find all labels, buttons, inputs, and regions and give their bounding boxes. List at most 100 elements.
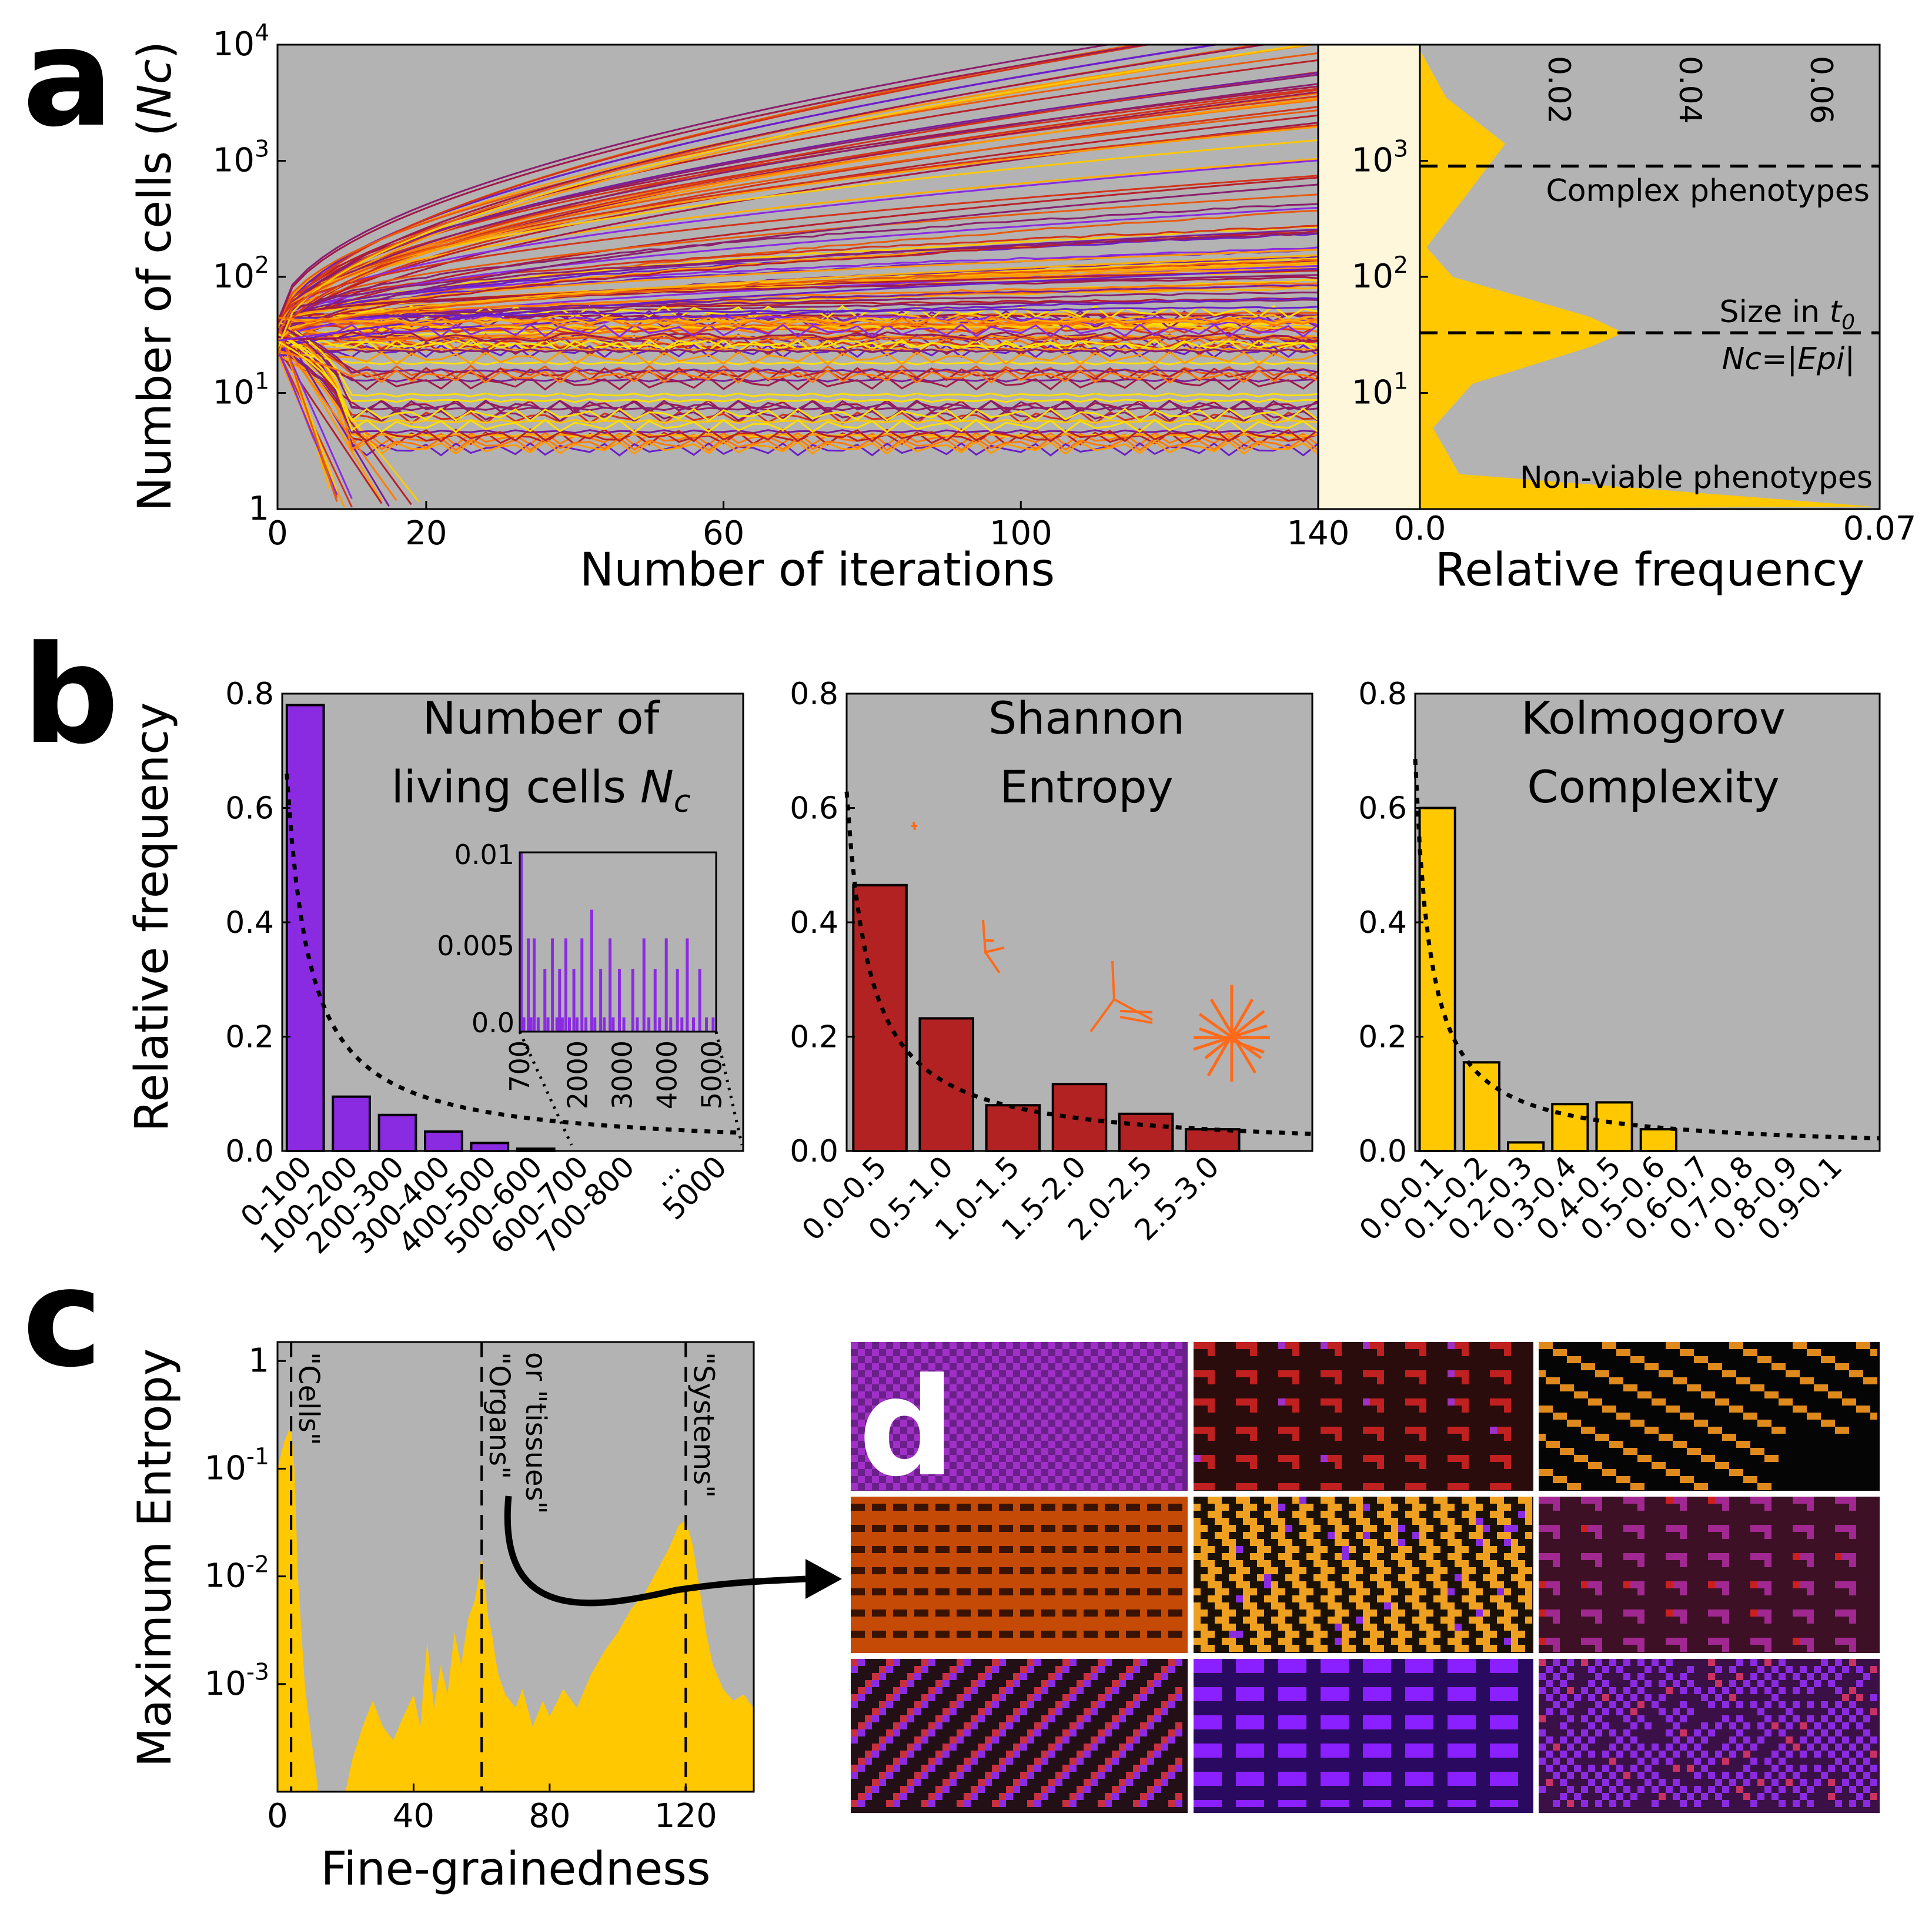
trajectory-line bbox=[278, 183, 1318, 353]
tile-cell bbox=[1490, 1751, 1497, 1758]
tile-cell bbox=[1849, 1398, 1856, 1406]
tile-cell bbox=[942, 1391, 950, 1398]
tile-cell bbox=[1595, 1715, 1602, 1722]
tile-cell bbox=[1299, 1511, 1306, 1518]
tile-cell bbox=[1807, 1377, 1814, 1384]
tile-cell bbox=[1069, 1504, 1077, 1511]
tile-cell bbox=[1006, 1722, 1013, 1729]
tile-cell bbox=[893, 1370, 900, 1377]
tile-cell bbox=[1800, 1793, 1807, 1800]
tile-cell bbox=[1243, 1511, 1250, 1518]
tile-cell bbox=[1034, 1342, 1041, 1349]
tile-cell bbox=[1497, 1772, 1504, 1779]
tile-cell bbox=[1175, 1384, 1182, 1391]
tile-cell bbox=[1328, 1659, 1335, 1666]
tile-cell bbox=[1630, 1420, 1637, 1427]
tile-cell bbox=[1539, 1744, 1546, 1751]
tile-cell bbox=[1006, 1751, 1013, 1758]
tile-cell bbox=[1511, 1546, 1518, 1553]
tile-cell bbox=[1771, 1793, 1779, 1800]
tile-cell bbox=[1426, 1772, 1433, 1779]
tile-cell bbox=[1455, 1645, 1462, 1652]
tile-cell bbox=[1384, 1715, 1391, 1722]
tile-cell bbox=[971, 1406, 978, 1413]
fit-curve-b3 bbox=[1413, 758, 1880, 1140]
tile-cell bbox=[1236, 1342, 1243, 1349]
tile-cell bbox=[1623, 1553, 1630, 1560]
tile-cell bbox=[1412, 1497, 1419, 1504]
tile-cell bbox=[928, 1729, 935, 1736]
tile-cell bbox=[1105, 1441, 1112, 1448]
tile-cell bbox=[1299, 1581, 1306, 1588]
tile-cell bbox=[1637, 1560, 1644, 1567]
tile-cell bbox=[1168, 1406, 1175, 1413]
y-tick-label: 0.4 bbox=[1358, 905, 1407, 941]
tile-cell bbox=[1856, 1370, 1863, 1377]
tile-cell bbox=[1637, 1356, 1644, 1363]
tile-cell bbox=[1020, 1610, 1027, 1617]
tile-cell bbox=[1069, 1765, 1077, 1772]
tile-cell bbox=[1328, 1532, 1335, 1539]
tile-cell bbox=[1581, 1687, 1588, 1694]
tile-cell bbox=[1363, 1617, 1370, 1624]
tile-cell bbox=[1313, 1553, 1321, 1560]
tile-cell bbox=[1504, 1779, 1511, 1786]
tile-cell bbox=[1091, 1427, 1098, 1434]
tile-cell bbox=[1208, 1567, 1215, 1574]
tile-cell bbox=[1680, 1800, 1687, 1807]
tile-cell bbox=[1581, 1553, 1588, 1560]
tile-cell bbox=[999, 1349, 1006, 1356]
tile-cell bbox=[1119, 1715, 1126, 1722]
tile-cell bbox=[1034, 1694, 1041, 1701]
tile-cell bbox=[1292, 1511, 1299, 1518]
tile-cell bbox=[1764, 1645, 1771, 1652]
tile-cell bbox=[1034, 1370, 1041, 1377]
tile-cell bbox=[1581, 1525, 1588, 1532]
inset-ytick-0: 0.0 bbox=[472, 1007, 514, 1039]
x-tick-label: 0 bbox=[267, 514, 288, 553]
tile-cell bbox=[1637, 1687, 1644, 1694]
label-nc-epi: Nc=|Epi| bbox=[1722, 342, 1855, 377]
tile-cell bbox=[1091, 1673, 1098, 1680]
tile-cell bbox=[1335, 1617, 1342, 1624]
tile-cell bbox=[942, 1434, 950, 1441]
tile-cell bbox=[1257, 1659, 1264, 1666]
tile-cell bbox=[1299, 1779, 1306, 1786]
inset-bar bbox=[647, 1017, 651, 1032]
tile-cell bbox=[1349, 1574, 1356, 1581]
tile-cell bbox=[1800, 1765, 1807, 1772]
tile-cell bbox=[1856, 1793, 1863, 1800]
tile-cell bbox=[1680, 1701, 1687, 1708]
tile-cell bbox=[1048, 1779, 1055, 1786]
tile-cell bbox=[851, 1525, 858, 1532]
tile-cell bbox=[893, 1793, 900, 1800]
tile-cell bbox=[1588, 1638, 1595, 1645]
tile-cell bbox=[1243, 1455, 1250, 1462]
tile-cell bbox=[1250, 1624, 1257, 1631]
tile-cell bbox=[1335, 1406, 1342, 1413]
tile-cell bbox=[1602, 1666, 1609, 1673]
tile-cell bbox=[1518, 1581, 1525, 1588]
tile-cell bbox=[1006, 1469, 1013, 1476]
bar bbox=[852, 884, 908, 1152]
tile-cell bbox=[1147, 1384, 1154, 1391]
tile-cell bbox=[865, 1687, 872, 1694]
entropy-area bbox=[278, 1426, 754, 1792]
tile-cell bbox=[1448, 1518, 1455, 1525]
tile-cell bbox=[1027, 1406, 1034, 1413]
tile-cell bbox=[1006, 1384, 1013, 1391]
tile-cell bbox=[1292, 1772, 1299, 1779]
tile-cell bbox=[921, 1666, 928, 1673]
tile-cell bbox=[1581, 1581, 1588, 1588]
tile-cell bbox=[1292, 1427, 1299, 1434]
tile-cell bbox=[1250, 1532, 1257, 1539]
tile-cell bbox=[1849, 1560, 1856, 1567]
tile-cell bbox=[1384, 1617, 1391, 1624]
tile-cell bbox=[1335, 1602, 1342, 1610]
tile-cell bbox=[1328, 1666, 1335, 1673]
tile-cell bbox=[935, 1680, 942, 1687]
tile-cell bbox=[1412, 1588, 1419, 1595]
tile-cell bbox=[978, 1779, 985, 1786]
tile-cell bbox=[999, 1567, 1006, 1574]
tile-cell bbox=[1483, 1525, 1490, 1532]
